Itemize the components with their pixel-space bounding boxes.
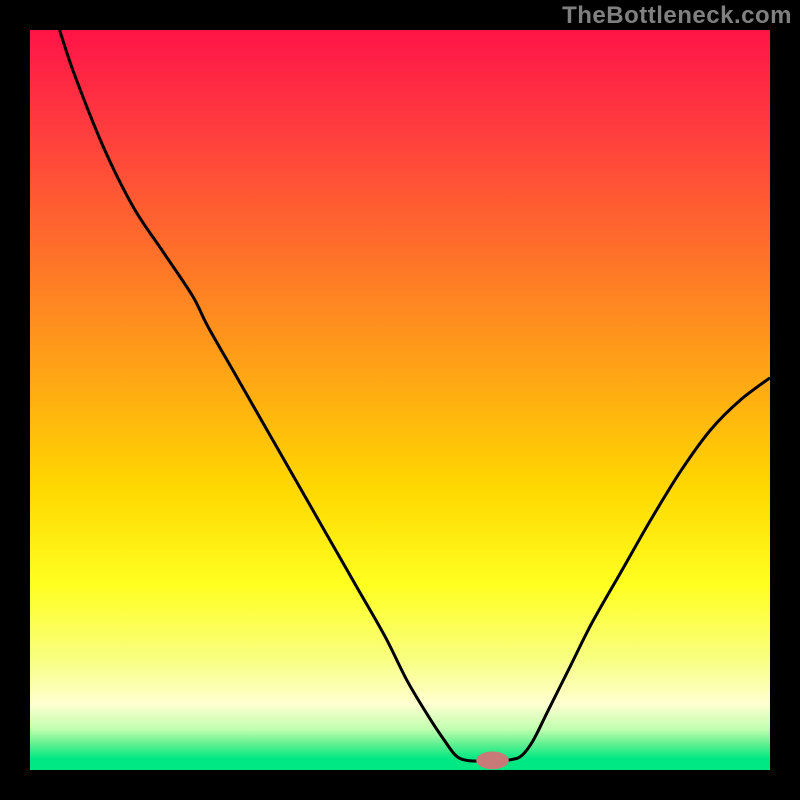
watermark-text: TheBottleneck.com xyxy=(562,2,792,30)
chart-frame: TheBottleneck.com xyxy=(0,0,800,800)
gradient-background xyxy=(30,30,770,770)
bottleneck-chart xyxy=(0,0,800,800)
curve-minimum-marker xyxy=(476,752,509,770)
